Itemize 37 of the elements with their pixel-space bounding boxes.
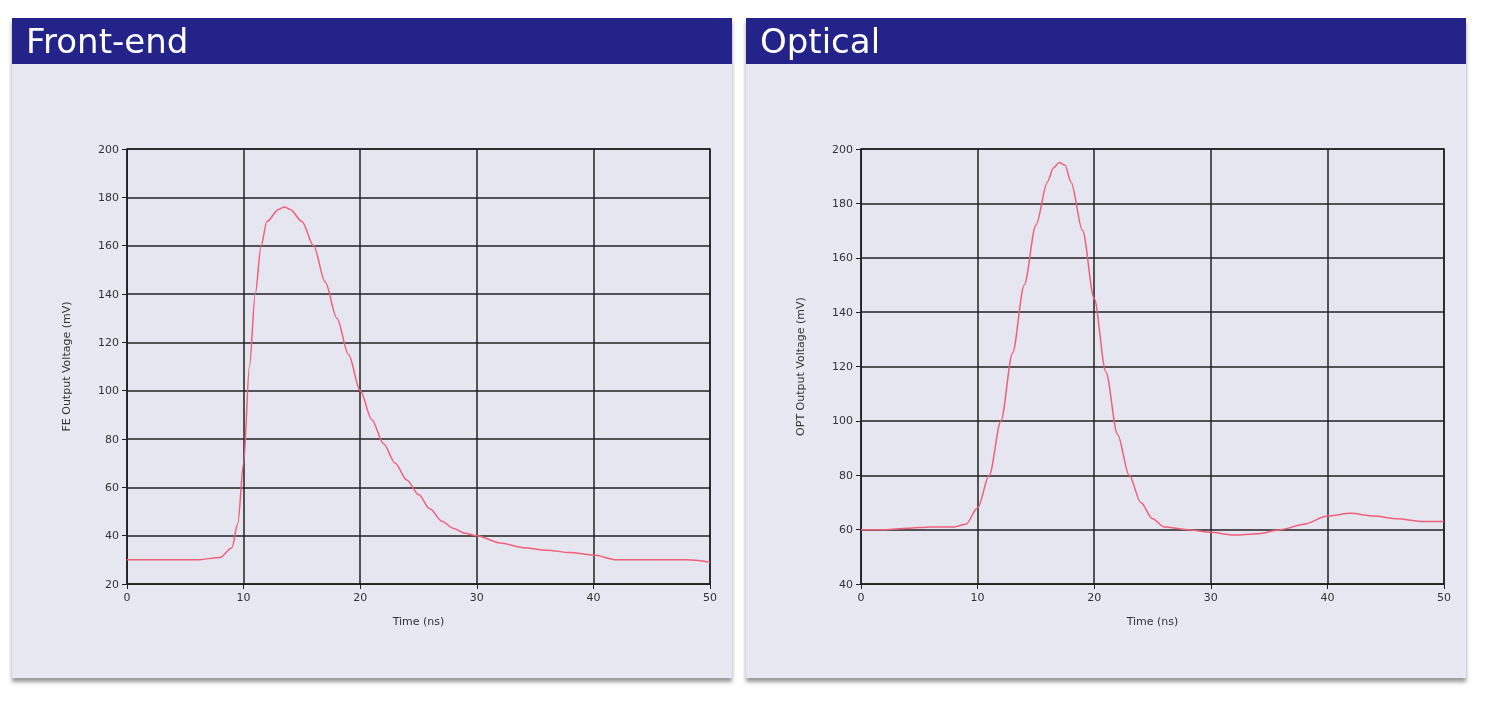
y-tick-label: 120 <box>832 360 853 373</box>
x-tick-label: 20 <box>1087 591 1102 604</box>
y-tick-label: 160 <box>832 251 853 265</box>
x-tick-label: 20 <box>353 591 368 604</box>
y-tick-label: 80 <box>839 468 853 482</box>
x-tick-label: 50 <box>1437 591 1451 604</box>
y-tick-label: 40 <box>839 577 853 591</box>
y-tick-label: 140 <box>832 305 853 319</box>
y-tick-label: 60 <box>839 523 853 537</box>
y-tick-label: 200 <box>832 142 853 156</box>
y-tick-label: 200 <box>98 142 119 156</box>
y-tick-label: 100 <box>98 384 119 398</box>
y-tick-label: 140 <box>98 287 119 301</box>
x-tick-label: 10 <box>236 591 251 604</box>
y-tick-label: 80 <box>105 432 119 446</box>
x-axis-title: Time (ns) <box>391 615 445 628</box>
x-tick-label: 0 <box>123 591 131 604</box>
y-tick-label: 60 <box>105 480 119 494</box>
y-axis-title: FE Output Voltage (mV) <box>60 301 73 432</box>
y-axis-title: OPT Output Voltage (mV) <box>794 297 807 436</box>
y-tick-label: 180 <box>98 190 119 204</box>
x-tick-label: 0 <box>857 591 865 604</box>
chart-title: Optical <box>746 18 1466 64</box>
y-tick-label: 120 <box>98 335 119 349</box>
chart-title: Front-end <box>12 18 732 64</box>
x-tick-label: 10 <box>970 591 985 604</box>
x-tick-label: 30 <box>1203 591 1218 604</box>
y-tick-label: 100 <box>832 414 853 428</box>
y-tick-label: 40 <box>105 529 119 543</box>
x-tick-label: 30 <box>469 591 484 604</box>
y-tick-label: 180 <box>832 196 853 210</box>
x-tick-label: 40 <box>586 591 601 604</box>
y-tick-label: 160 <box>98 239 119 253</box>
x-tick-label: 50 <box>703 591 717 604</box>
y-tick-label: 20 <box>105 577 119 591</box>
x-axis-title: Time (ns) <box>1125 615 1179 628</box>
x-tick-label: 40 <box>1320 591 1335 604</box>
